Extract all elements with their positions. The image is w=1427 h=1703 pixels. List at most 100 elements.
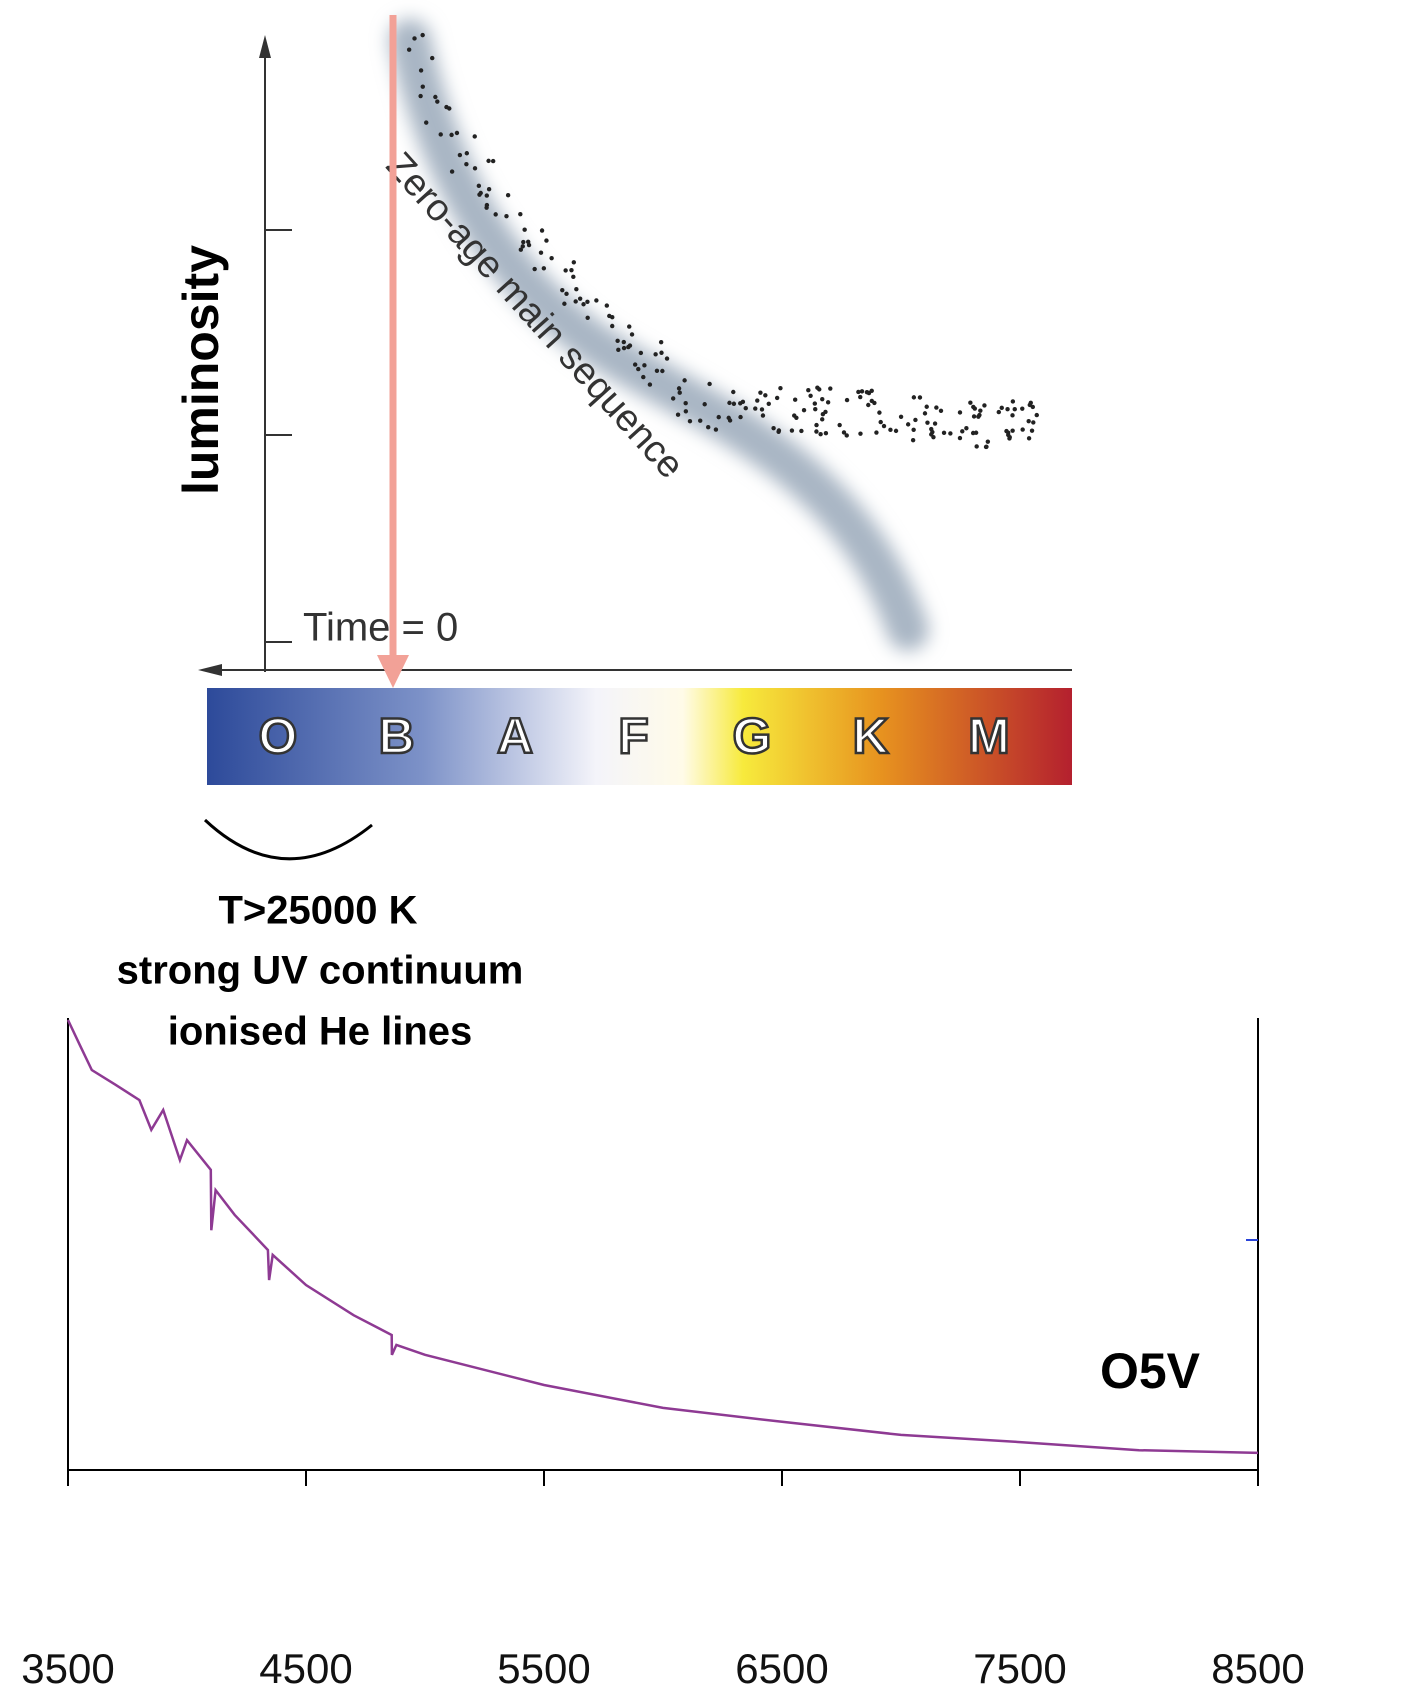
star-dot (771, 425, 776, 431)
star-dot (478, 190, 483, 196)
star-dot (999, 405, 1004, 411)
star-dot (844, 397, 850, 403)
star-dot (520, 244, 525, 249)
star-dot (812, 401, 818, 406)
star-dot (1030, 404, 1036, 410)
star-dot (794, 415, 799, 421)
star-dot (1029, 428, 1035, 433)
star-dot (1026, 418, 1031, 424)
star-dot (522, 227, 527, 232)
star-dot (677, 390, 682, 395)
y-axis-label: luminosity (173, 245, 229, 495)
star-dot (438, 132, 443, 137)
star-dot (642, 363, 647, 368)
x-tick-label: 6500 (735, 1645, 828, 1692)
star-dot (683, 409, 689, 414)
star-dot (792, 397, 798, 402)
star-dot (776, 428, 782, 433)
star-dot (659, 350, 664, 355)
star-dot (957, 410, 963, 415)
star-dot (922, 411, 928, 416)
series-label: O5V (1100, 1343, 1201, 1399)
star-dot (841, 430, 847, 435)
star-dot (727, 400, 732, 406)
star-dot (858, 394, 863, 400)
star-dot (960, 429, 965, 434)
star-dot (731, 389, 736, 395)
star-dot (1010, 399, 1016, 404)
star-dot (893, 428, 899, 434)
star-dot (813, 406, 818, 412)
star-dot (484, 202, 490, 208)
x-tick-label: 8500 (1211, 1645, 1304, 1692)
star-dot (627, 343, 633, 348)
pointer-head (377, 655, 409, 688)
star-dot (560, 287, 565, 293)
star-dot (924, 404, 929, 409)
star-dot (869, 388, 874, 393)
star-dot (424, 120, 429, 125)
star-dot (562, 301, 567, 306)
star-dot (538, 250, 544, 255)
star-dot (683, 401, 688, 406)
star-dot (581, 302, 586, 307)
star-dot (418, 93, 423, 99)
star-dot (571, 274, 576, 280)
star-dot (420, 32, 425, 38)
star-dot (454, 130, 460, 136)
star-dot (814, 429, 819, 434)
x-arrow (198, 664, 222, 676)
star-dot (778, 385, 783, 391)
star-dot (604, 303, 610, 308)
star-dot (647, 382, 653, 387)
star-dot (607, 313, 612, 319)
x-tick-label: 7500 (973, 1645, 1066, 1692)
star-dot (898, 414, 904, 419)
x-tick-label: 5500 (497, 1645, 590, 1692)
star-dot (549, 255, 554, 261)
star-dot (464, 151, 470, 156)
star-dot (541, 266, 547, 271)
star-dot (872, 400, 877, 406)
star-dot (858, 431, 863, 436)
star-dot (682, 378, 687, 383)
star-dot (1020, 427, 1025, 432)
star-dot (760, 413, 766, 418)
star-dot (971, 414, 977, 419)
star-dot (888, 427, 893, 433)
star-dot (621, 345, 627, 351)
x-tick-label: 4500 (259, 1645, 352, 1692)
star-dot (713, 427, 719, 432)
spectrum-line (66, 1019, 1259, 1455)
star-dot (449, 169, 455, 174)
star-dot (484, 193, 489, 198)
star-dot (726, 415, 731, 421)
star-dot (564, 291, 569, 297)
star-dot (985, 439, 991, 444)
star-dot (931, 434, 936, 440)
spectral-class: F (618, 708, 649, 764)
star-dot (594, 298, 599, 303)
star-dot (698, 418, 703, 423)
star-dot (449, 132, 454, 138)
star-dot (977, 412, 982, 418)
star-dot (814, 422, 819, 428)
spectral-class: A (497, 708, 533, 764)
star-dot (978, 408, 983, 413)
spectrum-chart: 3500 4500 5500 6500 7500 8500 O5V (21, 1018, 1305, 1692)
star-dot (758, 390, 763, 395)
star-dot (984, 444, 989, 449)
star-dot (1005, 407, 1010, 412)
star-dot (636, 366, 641, 372)
star-dot (881, 423, 887, 429)
star-dot (627, 324, 632, 329)
star-dot (820, 412, 826, 417)
star-dot (486, 187, 492, 192)
annotation: ionised He lines (168, 1010, 473, 1054)
star-dot (577, 296, 583, 301)
star-dot (1010, 428, 1015, 433)
spectral-class: K (852, 708, 888, 764)
star-dot (621, 339, 626, 345)
star-dot (716, 414, 721, 420)
